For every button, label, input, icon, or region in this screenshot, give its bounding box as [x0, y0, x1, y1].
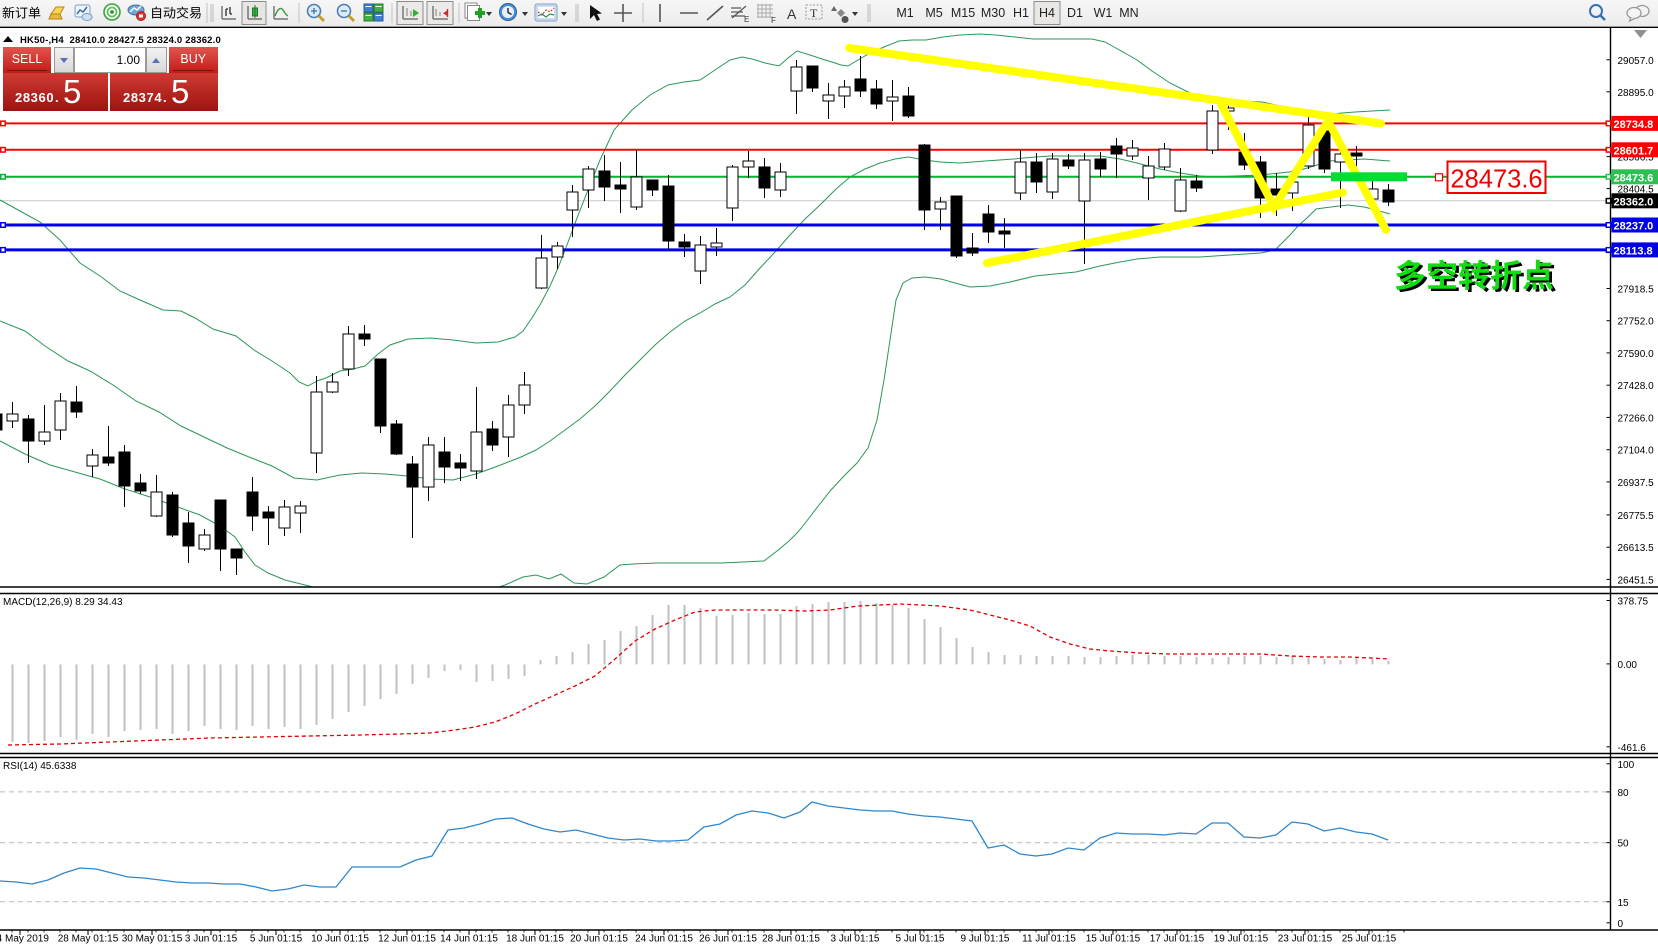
svg-text:28362.0: 28362.0 — [1614, 196, 1654, 208]
svg-text:F: F — [771, 16, 776, 25]
svg-text:50: 50 — [1618, 839, 1630, 850]
svg-text:29057.0: 29057.0 — [1618, 56, 1655, 67]
svg-text:M1: M1 — [896, 6, 913, 20]
svg-text:18 Jun 01:15: 18 Jun 01:15 — [506, 934, 564, 945]
svg-text:E: E — [744, 15, 749, 24]
svg-text:W1: W1 — [1094, 6, 1113, 20]
svg-text:3 Jun 01:15: 3 Jun 01:15 — [185, 934, 238, 945]
svg-text:28237.0: 28237.0 — [1614, 221, 1654, 233]
svg-text:100: 100 — [1618, 760, 1635, 771]
svg-text:28404.5: 28404.5 — [1618, 185, 1655, 196]
svg-text:27266.0: 27266.0 — [1618, 413, 1655, 424]
svg-text:23 Jul 01:15: 23 Jul 01:15 — [1278, 934, 1333, 945]
svg-text:27752.0: 27752.0 — [1618, 317, 1655, 328]
svg-text:RSI(14) 45.6338: RSI(14) 45.6338 — [3, 761, 77, 772]
svg-text:24 May 2019: 24 May 2019 — [0, 934, 49, 945]
svg-text:3 Jul 01:15: 3 Jul 01:15 — [831, 934, 880, 945]
svg-text:80: 80 — [1618, 788, 1630, 799]
svg-text:M15: M15 — [951, 6, 975, 20]
svg-text:28734.8: 28734.8 — [1614, 119, 1654, 131]
svg-text:26451.5: 26451.5 — [1618, 575, 1655, 586]
svg-text:28601.7: 28601.7 — [1614, 145, 1654, 157]
svg-text:MN: MN — [1119, 6, 1138, 20]
svg-text:11 Jul 01:15: 11 Jul 01:15 — [1022, 934, 1076, 945]
svg-text:0: 0 — [1618, 919, 1624, 930]
svg-text:H1: H1 — [1013, 6, 1029, 20]
svg-text:T: T — [810, 6, 818, 20]
svg-text:28 Jun 01:15: 28 Jun 01:15 — [762, 934, 820, 945]
svg-text:D1: D1 — [1067, 6, 1083, 20]
svg-text:26775.5: 26775.5 — [1618, 511, 1655, 522]
svg-text:19 Jul 01:15: 19 Jul 01:15 — [1214, 934, 1269, 945]
svg-text:5 Jun 01:15: 5 Jun 01:15 — [250, 934, 303, 945]
svg-text:28895.0: 28895.0 — [1618, 88, 1655, 99]
svg-text:A: A — [787, 6, 797, 22]
svg-text:26937.5: 26937.5 — [1618, 478, 1655, 489]
svg-text:12 Jun 01:15: 12 Jun 01:15 — [378, 934, 436, 945]
svg-text:27918.5: 27918.5 — [1618, 285, 1655, 296]
svg-text:20 Jun 01:15: 20 Jun 01:15 — [570, 934, 628, 945]
svg-text:28 May 01:15: 28 May 01:15 — [58, 934, 119, 945]
svg-text:28113.8: 28113.8 — [1614, 245, 1653, 257]
svg-text:27104.0: 27104.0 — [1618, 446, 1655, 457]
svg-text:28473.6: 28473.6 — [1614, 172, 1654, 184]
svg-text:378.75: 378.75 — [1618, 597, 1649, 608]
svg-text:26 Jun 01:15: 26 Jun 01:15 — [699, 934, 757, 945]
svg-text:10 Jun 01:15: 10 Jun 01:15 — [311, 934, 369, 945]
svg-text:28566.5: 28566.5 — [1618, 153, 1655, 164]
svg-text:15 Jul 01:15: 15 Jul 01:15 — [1086, 934, 1141, 945]
svg-text:5 Jul 01:15: 5 Jul 01:15 — [896, 934, 945, 945]
svg-text:9 Jul 01:15: 9 Jul 01:15 — [961, 934, 1010, 945]
svg-text:24 Jun 01:15: 24 Jun 01:15 — [635, 934, 693, 945]
svg-text:M5: M5 — [925, 6, 942, 20]
svg-text:27428.0: 27428.0 — [1618, 381, 1655, 392]
svg-text:-461.6: -461.6 — [1618, 743, 1647, 754]
svg-text:14 Jun 01:15: 14 Jun 01:15 — [440, 934, 498, 945]
svg-text:15: 15 — [1618, 898, 1630, 909]
svg-text:H4: H4 — [1039, 6, 1055, 20]
svg-text:MACD(12,26,9) 8.29 34.43: MACD(12,26,9) 8.29 34.43 — [3, 597, 123, 608]
svg-text:30 May 01:15: 30 May 01:15 — [122, 934, 183, 945]
svg-text:27590.0: 27590.0 — [1618, 349, 1655, 360]
svg-text:0.00: 0.00 — [1618, 660, 1638, 671]
svg-text:28473.6: 28473.6 — [1450, 166, 1542, 194]
svg-text:26613.5: 26613.5 — [1618, 543, 1655, 554]
svg-text:17 Jul 01:15: 17 Jul 01:15 — [1150, 934, 1205, 945]
svg-text:M30: M30 — [981, 6, 1005, 20]
svg-text:25 Jul 01:15: 25 Jul 01:15 — [1342, 934, 1397, 945]
